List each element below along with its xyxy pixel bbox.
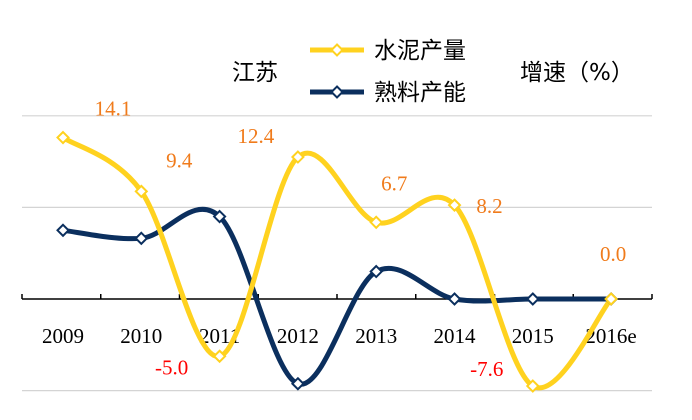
data-point (447, 198, 462, 213)
data-point (525, 379, 540, 393)
data-point (604, 292, 619, 306)
data-label: 8.2 (476, 194, 502, 218)
legend-item-clinker: 熟料产能 (310, 80, 466, 106)
data-label: 14.1 (95, 97, 132, 121)
series-line-cement (60, 135, 614, 391)
data-point (212, 349, 227, 364)
data-label: -7.6 (470, 357, 503, 381)
x-tick-label: 2009 (42, 324, 84, 348)
x-tick-label: 2014 (434, 324, 477, 348)
data-labels: 14.1 9.4 -5.0 12.4 6.7 8.2 -7.6 0.0 (95, 97, 627, 381)
x-tick-label: 2015 (512, 324, 554, 348)
legend-label: 熟料产能 (374, 80, 466, 106)
legend-label: 水泥产量 (374, 38, 466, 64)
data-point (134, 231, 149, 246)
region-label: 江苏 (232, 60, 278, 86)
data-point (290, 376, 305, 391)
data-point (525, 292, 540, 306)
unit-label: 增速（%） (520, 60, 634, 86)
data-point (369, 264, 384, 279)
legend-swatch-marker (330, 85, 344, 99)
data-point (56, 130, 70, 145)
series-line-clinker (60, 206, 614, 387)
legend-box (300, 33, 490, 115)
x-tick-label: 2013 (355, 324, 397, 348)
gridlines (22, 115, 652, 392)
x-tick-label: 2010 (120, 324, 162, 348)
data-point (290, 150, 305, 164)
series-markers (56, 130, 619, 393)
data-label: 0.0 (600, 242, 626, 266)
data-point (134, 184, 149, 199)
data-point (212, 209, 227, 224)
legend-item-cement: 水泥产量 (310, 38, 466, 64)
series-lines (60, 135, 614, 391)
data-point (56, 223, 70, 238)
data-point (447, 292, 462, 306)
data-label: 12.4 (238, 124, 275, 148)
data-label: 9.4 (166, 148, 193, 172)
data-label: 6.7 (381, 171, 407, 195)
x-tick-label: 2012 (277, 324, 319, 348)
data-label: -5.0 (155, 355, 188, 379)
data-point (369, 215, 384, 230)
legend-swatch-marker (330, 43, 344, 57)
